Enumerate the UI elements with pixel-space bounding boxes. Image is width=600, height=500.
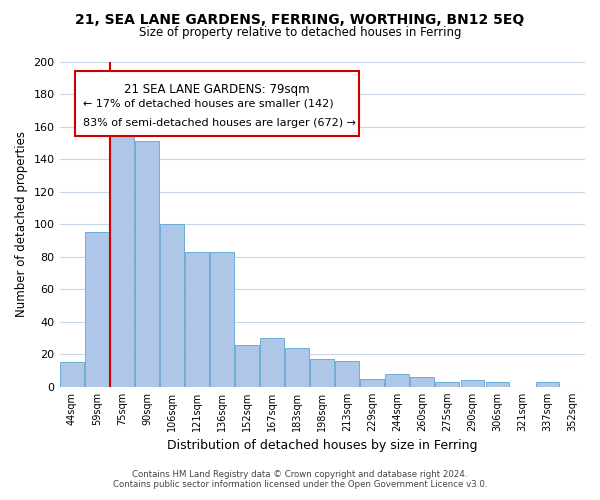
- Text: ← 17% of detached houses are smaller (142): ← 17% of detached houses are smaller (14…: [83, 99, 334, 109]
- Bar: [385, 374, 409, 387]
- Bar: [85, 232, 109, 387]
- X-axis label: Distribution of detached houses by size in Ferring: Distribution of detached houses by size …: [167, 440, 478, 452]
- Bar: [485, 382, 509, 387]
- Bar: [286, 348, 309, 387]
- Y-axis label: Number of detached properties: Number of detached properties: [15, 131, 28, 317]
- Bar: [361, 378, 384, 387]
- Bar: [60, 362, 84, 387]
- Text: 21 SEA LANE GARDENS: 79sqm: 21 SEA LANE GARDENS: 79sqm: [124, 82, 310, 96]
- Bar: [436, 382, 459, 387]
- Text: 83% of semi-detached houses are larger (672) →: 83% of semi-detached houses are larger (…: [83, 118, 356, 128]
- Text: Size of property relative to detached houses in Ferring: Size of property relative to detached ho…: [139, 26, 461, 39]
- FancyBboxPatch shape: [76, 72, 359, 136]
- Bar: [536, 382, 559, 387]
- Bar: [110, 130, 134, 387]
- Bar: [210, 252, 234, 387]
- Bar: [335, 361, 359, 387]
- Bar: [410, 377, 434, 387]
- Bar: [185, 252, 209, 387]
- Bar: [235, 344, 259, 387]
- Text: 21, SEA LANE GARDENS, FERRING, WORTHING, BN12 5EQ: 21, SEA LANE GARDENS, FERRING, WORTHING,…: [76, 12, 524, 26]
- Text: Contains HM Land Registry data © Crown copyright and database right 2024.
Contai: Contains HM Land Registry data © Crown c…: [113, 470, 487, 489]
- Bar: [461, 380, 484, 387]
- Bar: [260, 338, 284, 387]
- Bar: [160, 224, 184, 387]
- Bar: [135, 141, 159, 387]
- Bar: [310, 359, 334, 387]
